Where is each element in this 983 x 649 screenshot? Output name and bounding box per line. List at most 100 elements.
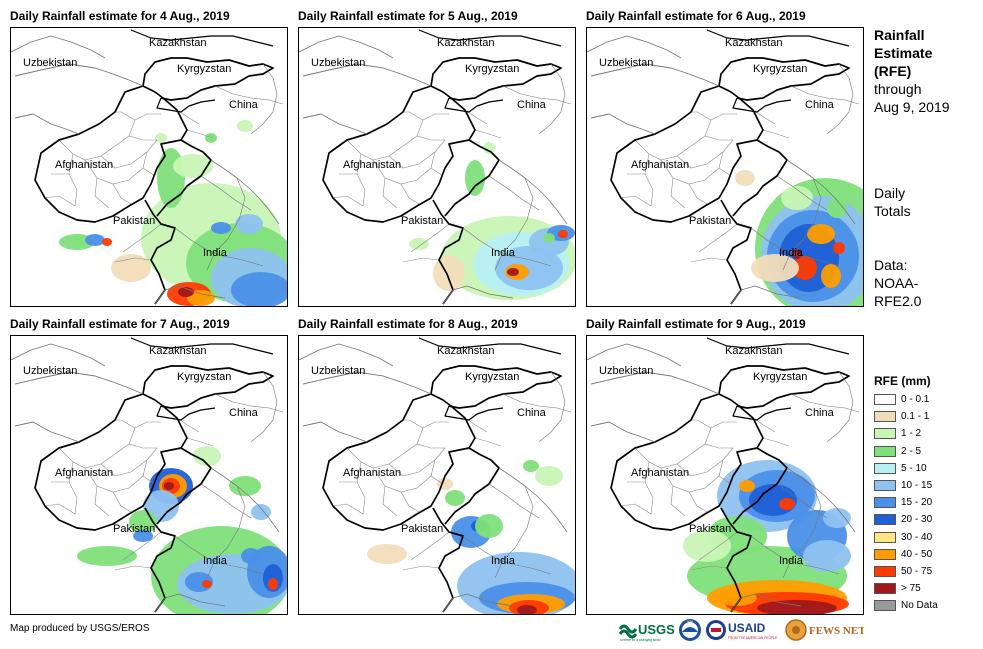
rainfall-area [433, 255, 465, 291]
rainfall-layer [735, 170, 863, 306]
legend-swatch [874, 445, 896, 457]
country-label-pakistan: Pakistan [113, 215, 155, 227]
province-line [332, 503, 364, 515]
rainfall-area [735, 170, 755, 186]
rainfall-area [475, 514, 503, 538]
legend-label: > 75 [901, 583, 921, 595]
border-line [200, 483, 252, 519]
country-label-afghanistan: Afghanistan [631, 467, 689, 479]
border-line [322, 393, 476, 531]
border-line [154, 285, 226, 305]
province-boundaries [44, 417, 214, 571]
country-label-pakistan: Pakistan [401, 215, 443, 227]
border-line [502, 393, 572, 413]
panel-title: Daily Rainfall estimate for 7 Aug., 2019 [10, 317, 230, 331]
province-line [474, 437, 502, 447]
province-line [403, 111, 424, 121]
rainfall-area [251, 504, 271, 520]
province-line [400, 183, 420, 205]
border-line [590, 371, 720, 395]
map-canvas: Kazakhstan Uzbekistan Kyrgyzstan China Afgha… [299, 337, 575, 614]
country-label-kyrgyzstan: Kyrgyzstan [177, 63, 231, 75]
province-line [100, 447, 158, 477]
country-label-kyrgyzstan: Kyrgyzstan [465, 63, 519, 75]
country-label-uzbekistan: Uzbekistan [599, 57, 653, 69]
border-line [587, 35, 682, 59]
legend-swatch [874, 514, 896, 526]
border-line [444, 447, 500, 525]
country-label-china: China [517, 99, 547, 111]
border-line [444, 97, 504, 113]
province-line [634, 447, 692, 469]
border-line [206, 177, 246, 271]
border-line [302, 113, 368, 135]
legend-swatch [874, 497, 896, 509]
legend-label: 5 - 10 [901, 462, 927, 474]
province-line [402, 257, 440, 263]
province-line [430, 459, 444, 485]
province-line [670, 177, 686, 209]
map-canvas: Kazakhstan Uzbekistan Kyrgyzstan China Afgha… [11, 29, 287, 306]
legend-item: 30 - 40 [874, 529, 974, 546]
legend-label: 20 - 30 [901, 514, 933, 526]
province-line [356, 461, 366, 515]
note-line: RFE2.0 [874, 293, 922, 309]
country-label-uzbekistan: Uzbekistan [23, 57, 77, 69]
province-line [402, 135, 445, 147]
rainfall-area [807, 224, 835, 244]
country-label-uzbekistan: Uzbekistan [311, 57, 365, 69]
map-canvas: Kazakhstan Uzbekistan Kyrgyzstan China Afgha… [299, 29, 575, 305]
country-label-pakistan: Pakistan [689, 523, 731, 535]
country-label-kazakhstan: Kazakhstan [437, 37, 494, 49]
province-line [670, 485, 686, 517]
panel-title: Daily Rainfall estimate for 8 Aug., 2019 [298, 317, 518, 331]
province-line [410, 531, 450, 561]
province-line [416, 113, 449, 137]
country-label-uzbekistan: Uzbekistan [599, 365, 653, 377]
rainfall-area [781, 186, 813, 210]
rainfall-area [507, 268, 519, 276]
border-line [730, 285, 802, 305]
country-label-kazakhstan: Kazakhstan [149, 37, 206, 49]
province-line [44, 503, 76, 515]
border-line [34, 393, 188, 531]
border-line [250, 371, 278, 443]
province-boundaries [620, 109, 790, 263]
rainfall-layer [59, 120, 287, 306]
legend-label: 50 - 75 [901, 565, 933, 577]
rainfall-area [111, 254, 151, 282]
border-line [720, 507, 752, 613]
rainfall-area [543, 233, 555, 243]
province-line [620, 195, 652, 207]
svg-text:USAID: USAID [728, 621, 766, 635]
country-label-india: India [779, 555, 804, 567]
province-boundaries [332, 109, 502, 263]
daily-totals-note: Daily Totals [874, 184, 974, 220]
province-line [356, 153, 366, 207]
rainfall-area [717, 590, 757, 606]
country-label-pakistan: Pakistan [113, 523, 155, 535]
rainfall-area [409, 238, 429, 250]
country-label-china: China [229, 99, 259, 111]
legend-title: RFE (mm) [874, 374, 931, 388]
province-line [332, 195, 364, 207]
border-line [498, 159, 568, 225]
province-line [122, 223, 162, 253]
legend-swatch [874, 394, 896, 406]
province-line [112, 183, 132, 205]
country-label-kyrgyzstan: Kyrgyzstan [753, 63, 807, 75]
usaid-logo: USAID FROM THE AMERICAN PEOPLE [706, 620, 778, 640]
border-line [206, 485, 246, 579]
legend-label: 15 - 20 [901, 497, 933, 509]
border-line [442, 285, 514, 305]
province-line [430, 151, 444, 177]
country-label-kyrgyzstan: Kyrgyzstan [177, 371, 231, 383]
province-line [403, 419, 424, 429]
legend-label: 0 - 0.1 [901, 394, 930, 406]
province-line [762, 437, 790, 447]
border-line [200, 175, 252, 211]
border-line [538, 63, 566, 135]
note-line: Data: [874, 257, 908, 273]
border-line [299, 35, 394, 59]
province-line [176, 417, 200, 433]
